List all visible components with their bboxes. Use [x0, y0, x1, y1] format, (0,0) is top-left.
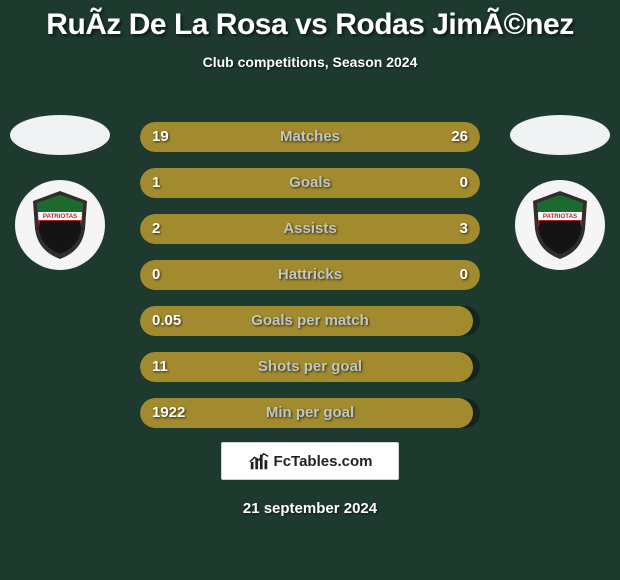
- stat-label: Min per goal: [140, 398, 480, 428]
- club-badge-right: PATRIOTAS: [515, 180, 605, 270]
- stat-value-right: 3: [460, 214, 468, 244]
- stat-row: Matches19 26: [140, 122, 480, 152]
- club-badge-left: PATRIOTAS: [15, 180, 105, 270]
- crest-icon: PATRIOTAS: [529, 189, 591, 261]
- stat-value-left: 11: [152, 352, 168, 382]
- stat-row: Goals1 0: [140, 168, 480, 198]
- stat-value-right: 26: [451, 122, 468, 152]
- stat-value-right: 0: [460, 168, 468, 198]
- page-title: RuÃ­z De La Rosa vs Rodas JimÃ©nez: [0, 0, 620, 42]
- stat-label: Goals: [140, 168, 480, 198]
- player-right-slot: PATRIOTAS: [505, 115, 615, 270]
- flag-ellipse-left: [10, 115, 110, 155]
- stat-row: Goals per match0.05: [140, 306, 480, 336]
- stat-value-left: 0.05: [152, 306, 181, 336]
- stat-row: Shots per goal11: [140, 352, 480, 382]
- crest-text-right: PATRIOTAS: [543, 213, 577, 220]
- bar-chart-icon: [248, 450, 270, 472]
- stat-row: Hattricks0 0: [140, 260, 480, 290]
- footer-brand-text: FcTables.com: [274, 453, 373, 470]
- player-left-slot: PATRIOTAS: [5, 115, 115, 270]
- flag-ellipse-right: [510, 115, 610, 155]
- footer-brand-badge: FcTables.com: [221, 442, 399, 480]
- page-subtitle: Club competitions, Season 2024: [0, 54, 620, 70]
- stat-label: Matches: [140, 122, 480, 152]
- stat-value-left: 0: [152, 260, 160, 290]
- stat-value-left: 1922: [152, 398, 185, 428]
- stat-label: Goals per match: [140, 306, 480, 336]
- stat-row: Min per goal1922: [140, 398, 480, 428]
- stat-value-left: 1: [152, 168, 160, 198]
- crest-icon: PATRIOTAS: [29, 189, 91, 261]
- stat-label: Shots per goal: [140, 352, 480, 382]
- stat-label: Assists: [140, 214, 480, 244]
- stat-value-left: 19: [152, 122, 169, 152]
- crest-text-left: PATRIOTAS: [43, 213, 77, 220]
- stat-row: Assists2 3: [140, 214, 480, 244]
- stats-container: Matches1926Goals10Assists23Hattricks00Go…: [140, 122, 480, 444]
- stat-label: Hattricks: [140, 260, 480, 290]
- stat-value-left: 2: [152, 214, 160, 244]
- stat-value-right: 0: [460, 260, 468, 290]
- footer-date: 21 september 2024: [0, 500, 620, 517]
